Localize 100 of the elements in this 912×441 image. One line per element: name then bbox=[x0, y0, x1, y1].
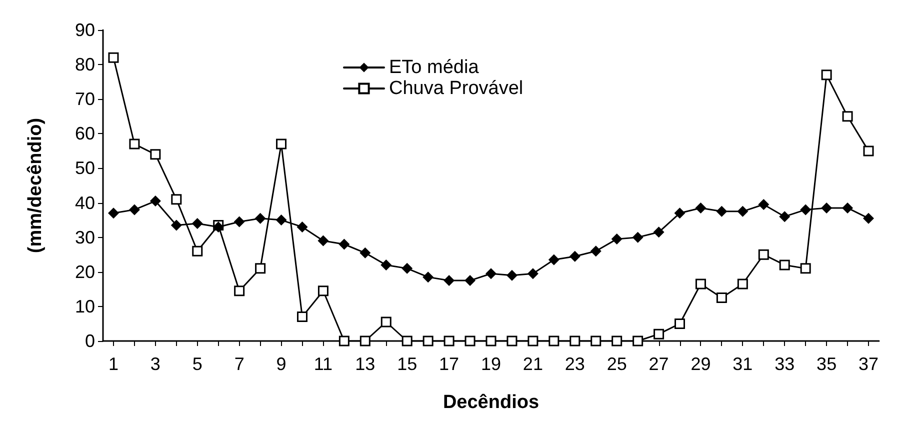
legend-label: Chuva Provável bbox=[389, 78, 524, 99]
y-tick-label: 10 bbox=[74, 296, 95, 316]
point bbox=[758, 249, 769, 260]
point bbox=[444, 336, 454, 346]
point bbox=[338, 336, 350, 346]
point bbox=[486, 336, 496, 346]
point bbox=[674, 208, 686, 219]
point bbox=[296, 221, 308, 232]
x-tick-label: 13 bbox=[355, 354, 376, 374]
point bbox=[444, 275, 455, 286]
x-tick-label: 23 bbox=[564, 354, 585, 374]
x-tick-label: 5 bbox=[192, 354, 202, 374]
point bbox=[716, 292, 727, 304]
point bbox=[464, 275, 476, 286]
x-tick-label: 1 bbox=[108, 354, 118, 374]
x-tick-label: 11 bbox=[314, 354, 333, 374]
point bbox=[863, 212, 874, 224]
legend-label: ETo média bbox=[389, 57, 480, 78]
point bbox=[192, 218, 203, 230]
point bbox=[129, 138, 140, 150]
point bbox=[695, 202, 706, 214]
x-tick-label: 25 bbox=[606, 354, 627, 374]
point bbox=[737, 278, 748, 290]
y-tick-label: 30 bbox=[74, 227, 95, 248]
point bbox=[632, 336, 644, 346]
point bbox=[276, 138, 287, 150]
point bbox=[506, 270, 518, 281]
y-tick-label: 50 bbox=[74, 158, 95, 178]
point bbox=[800, 263, 811, 274]
point bbox=[128, 204, 140, 216]
x-tick-label: 37 bbox=[858, 354, 879, 374]
point bbox=[170, 220, 182, 231]
point bbox=[380, 259, 392, 270]
point bbox=[800, 204, 812, 216]
x-tick-label: 35 bbox=[816, 354, 837, 374]
point bbox=[360, 336, 370, 346]
point bbox=[422, 272, 434, 283]
point bbox=[863, 146, 874, 156]
x-tick-label: 17 bbox=[439, 354, 460, 374]
point bbox=[276, 214, 287, 226]
y-tick-label: 90 bbox=[74, 20, 95, 40]
point bbox=[842, 202, 854, 214]
x-tick-label: 27 bbox=[648, 354, 669, 374]
point bbox=[842, 111, 853, 122]
x-tick-label: 15 bbox=[397, 354, 418, 374]
point bbox=[590, 246, 602, 257]
x-axis-title: Decêndios bbox=[442, 392, 540, 413]
point bbox=[171, 194, 182, 205]
y-tick-label: 70 bbox=[74, 89, 95, 110]
point bbox=[821, 202, 832, 214]
point bbox=[150, 196, 161, 207]
x-tick-label: 7 bbox=[234, 354, 244, 374]
y-tick-label: 0 bbox=[84, 331, 95, 351]
x-tick-label: 9 bbox=[276, 354, 286, 374]
point bbox=[611, 234, 622, 245]
point bbox=[674, 318, 686, 329]
point bbox=[653, 226, 664, 238]
x-tick-label: 31 bbox=[732, 354, 753, 374]
point bbox=[506, 336, 518, 346]
point bbox=[569, 250, 580, 262]
y-tick-label: 40 bbox=[74, 192, 95, 213]
point bbox=[570, 336, 580, 346]
point bbox=[548, 254, 560, 266]
point bbox=[318, 235, 329, 246]
x-tick-label: 21 bbox=[522, 354, 543, 374]
point bbox=[716, 206, 728, 217]
point bbox=[422, 336, 434, 346]
point bbox=[548, 336, 560, 346]
point bbox=[779, 260, 790, 270]
point bbox=[695, 278, 706, 290]
point bbox=[108, 52, 119, 63]
point bbox=[254, 212, 266, 224]
point bbox=[779, 211, 790, 222]
point bbox=[632, 232, 644, 243]
point bbox=[380, 316, 392, 328]
point bbox=[296, 312, 308, 322]
point bbox=[486, 268, 496, 280]
point bbox=[150, 149, 161, 160]
x-tick-label: 3 bbox=[150, 354, 160, 374]
point bbox=[360, 247, 371, 258]
point bbox=[192, 246, 203, 256]
point bbox=[402, 336, 412, 346]
point bbox=[527, 268, 538, 280]
point bbox=[758, 199, 770, 210]
point bbox=[108, 208, 119, 219]
point bbox=[234, 216, 245, 228]
point bbox=[318, 286, 328, 296]
point bbox=[612, 336, 622, 346]
point bbox=[338, 238, 350, 250]
point bbox=[464, 336, 476, 346]
x-tick-label: 29 bbox=[690, 354, 711, 374]
y-tick-label: 20 bbox=[74, 262, 95, 282]
point bbox=[654, 328, 664, 340]
y-tick-label: 60 bbox=[74, 124, 95, 144]
x-tick-label: 19 bbox=[480, 354, 502, 374]
point bbox=[528, 336, 538, 346]
point bbox=[255, 263, 266, 274]
y-tick-label: 80 bbox=[74, 54, 95, 75]
x-tick-label: 33 bbox=[774, 354, 795, 374]
point bbox=[737, 206, 748, 217]
